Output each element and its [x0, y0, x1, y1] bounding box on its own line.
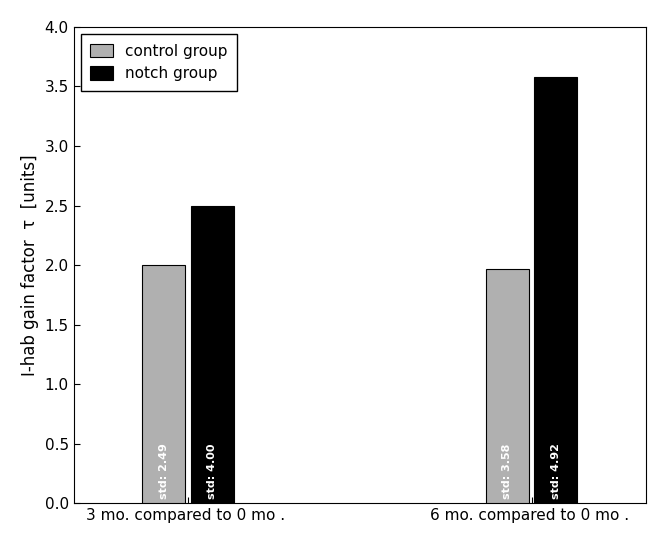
Text: std: 3.58: std: 3.58	[502, 443, 512, 498]
Text: std: 4.92: std: 4.92	[551, 443, 561, 498]
Bar	[534, 77, 578, 503]
Y-axis label: I-hab gain factor  τ  [units]: I-hab gain factor τ [units]	[21, 154, 39, 376]
Legend: control group, notch group: control group, notch group	[81, 34, 237, 91]
Text: std: 4.00: std: 4.00	[207, 443, 217, 498]
Bar	[486, 269, 529, 503]
Bar	[142, 265, 185, 503]
Bar	[191, 206, 234, 503]
Text: std: 2.49: std: 2.49	[159, 443, 169, 498]
